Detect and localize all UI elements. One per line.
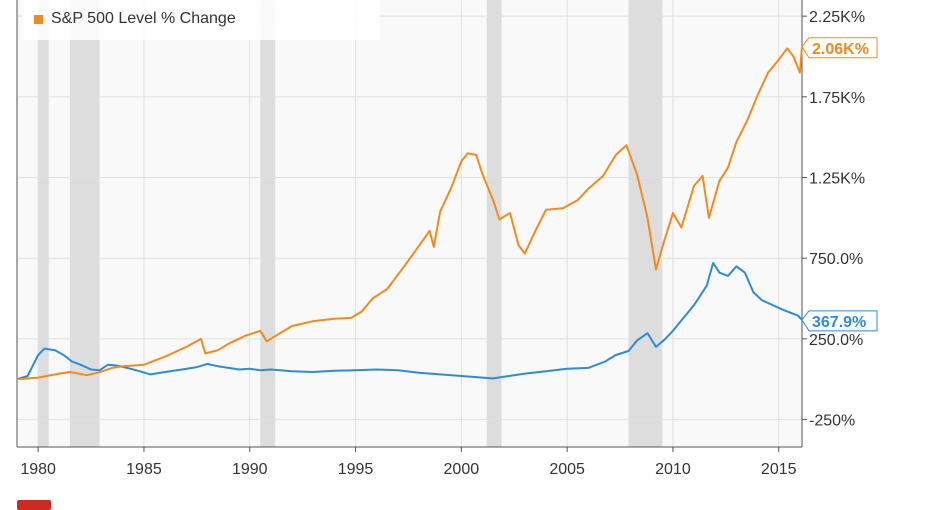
legend-item-sp500[interactable]: S&P 500 Level % Change bbox=[34, 10, 236, 28]
x-tick-label-4: 2000 bbox=[444, 461, 480, 478]
end-label-0: 367.9% bbox=[812, 314, 866, 331]
end-label-box-1 bbox=[801, 37, 878, 59]
recession-band-2 bbox=[260, 0, 276, 447]
y-tick-label-5: 2.25K% bbox=[809, 9, 865, 26]
ycharts-logo-icon bbox=[17, 500, 51, 510]
series-line-1 bbox=[16, 46, 803, 381]
recession-band-0 bbox=[38, 0, 49, 447]
y-tick-label-2: 750.0% bbox=[809, 251, 863, 268]
plot-area bbox=[17, 0, 802, 447]
x-tick-label-0: 1980 bbox=[20, 461, 56, 478]
recession-band-3 bbox=[486, 0, 502, 447]
recession-band-1 bbox=[69, 0, 100, 447]
end-label-1: 2.06K% bbox=[812, 41, 869, 58]
series-line-0 bbox=[16, 262, 803, 381]
x-tick-label-1: 1985 bbox=[126, 461, 162, 478]
x-tick-label-5: 2005 bbox=[549, 461, 585, 478]
recession-band-4 bbox=[628, 0, 663, 447]
legend-swatch-orange bbox=[34, 14, 43, 24]
y-tick-label-4: 1.75K% bbox=[809, 90, 865, 107]
chart-legend: S&P 500 Level % Change bbox=[22, 0, 380, 40]
x-tick-label-2: 1990 bbox=[232, 461, 268, 478]
y-tick-label-1: 250.0% bbox=[809, 332, 863, 349]
legend-label-sp500: S&P 500 Level % Change bbox=[51, 10, 236, 27]
x-tick-label-6: 2010 bbox=[655, 461, 691, 478]
y-tick-label-0: -250% bbox=[809, 413, 855, 430]
y-tick-label-3: 1.25K% bbox=[809, 171, 865, 188]
end-label-box-0 bbox=[801, 310, 878, 332]
x-tick-label-3: 1995 bbox=[338, 461, 374, 478]
x-tick-label-7: 2015 bbox=[761, 461, 797, 478]
